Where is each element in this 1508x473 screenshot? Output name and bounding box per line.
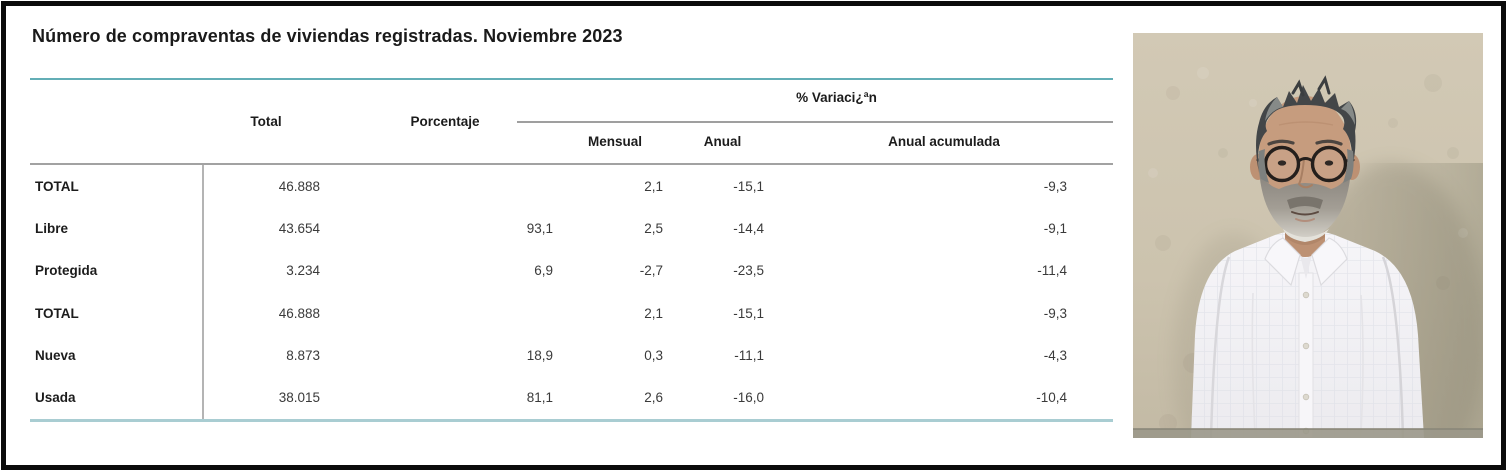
- table-row: Nueva 8.873 18,9 0,3 -11,1 -4,3: [30, 334, 1113, 376]
- variacion-group-underline: [517, 121, 1113, 123]
- cell-porcentaje: 81,1: [526, 390, 553, 406]
- table-title: Número de compraventas de viviendas regi…: [32, 26, 623, 46]
- cell-anual-acumulada: -9,1: [1043, 220, 1067, 236]
- table-body: TOTAL 46.888 2,1 -15,1 -9,3 Libre 43.654…: [30, 165, 1113, 419]
- cell-mensual: -2,7: [639, 263, 663, 279]
- portrait-photo-illustration: [1133, 33, 1483, 438]
- cell-total: 43.654: [278, 220, 320, 236]
- portrait-photo: [1133, 33, 1483, 438]
- label-column-divider: [202, 165, 204, 419]
- cell-mensual: 2,6: [644, 390, 663, 406]
- cell-mensual: 2,1: [644, 305, 663, 321]
- column-header-porcentaje: Porcentaje: [410, 114, 480, 129]
- cell-anual-acumulada: -10,4: [1036, 390, 1067, 406]
- column-header-anual-acumulada: Anual acumulada: [888, 133, 1000, 149]
- header-separator-rule: [30, 163, 1113, 165]
- column-header-anual: Anual: [703, 133, 742, 149]
- table-row: Usada 38.015 81,1 2,6 -16,0 -10,4: [30, 376, 1113, 418]
- row-label: TOTAL: [35, 305, 79, 321]
- cell-total: 8.873: [286, 347, 320, 363]
- row-label: Nueva: [35, 347, 76, 363]
- cell-porcentaje: 6,9: [534, 263, 553, 279]
- table-row: Libre 43.654 93,1 2,5 -14,4 -9,1: [30, 207, 1113, 249]
- cell-total: 38.015: [278, 390, 320, 406]
- cell-total: 3.234: [286, 263, 320, 279]
- table-header: Total Porcentaje % Variaci¿ªn Mensual An…: [30, 80, 1113, 163]
- cell-anual-acumulada: -9,3: [1043, 178, 1067, 194]
- title-underline-rule: [30, 78, 1113, 80]
- cell-porcentaje: 18,9: [526, 347, 553, 363]
- table-row: TOTAL 46.888 2,1 -15,1 -9,3: [30, 165, 1113, 207]
- cell-mensual: 0,3: [644, 347, 663, 363]
- row-label: Libre: [35, 220, 69, 236]
- column-group-header-variacion: % Variaci¿ªn: [796, 89, 877, 105]
- housing-sales-table-panel: Número de compraventas de viviendas regi…: [30, 25, 1113, 425]
- row-label: Protegida: [35, 263, 98, 279]
- cell-anual: -15,1: [733, 305, 764, 321]
- cell-mensual: 2,1: [644, 178, 663, 194]
- cell-total: 46.888: [278, 305, 320, 321]
- cell-anual-acumulada: -9,3: [1043, 305, 1067, 321]
- table-row: Protegida 3.234 6,9 -2,7 -23,5 -11,4: [30, 250, 1113, 292]
- cell-mensual: 2,5: [644, 220, 663, 236]
- row-label: TOTAL: [35, 178, 79, 194]
- cell-anual: -16,0: [733, 390, 764, 406]
- cell-anual: -11,1: [734, 347, 764, 363]
- cell-anual-acumulada: -11,4: [1037, 263, 1067, 279]
- row-label: Usada: [35, 390, 76, 406]
- cell-porcentaje: 93,1: [526, 220, 553, 236]
- cell-anual: -23,5: [733, 263, 764, 279]
- table-row: TOTAL 46.888 2,1 -15,1 -9,3: [30, 292, 1113, 334]
- column-header-mensual: Mensual: [587, 133, 642, 149]
- column-header-total: Total: [250, 114, 282, 129]
- cell-total: 46.888: [278, 178, 320, 194]
- cell-anual: -14,4: [733, 220, 764, 236]
- cell-anual-acumulada: -4,3: [1043, 347, 1067, 363]
- table-bottom-rule: [30, 419, 1113, 422]
- cell-anual: -15,1: [733, 178, 764, 194]
